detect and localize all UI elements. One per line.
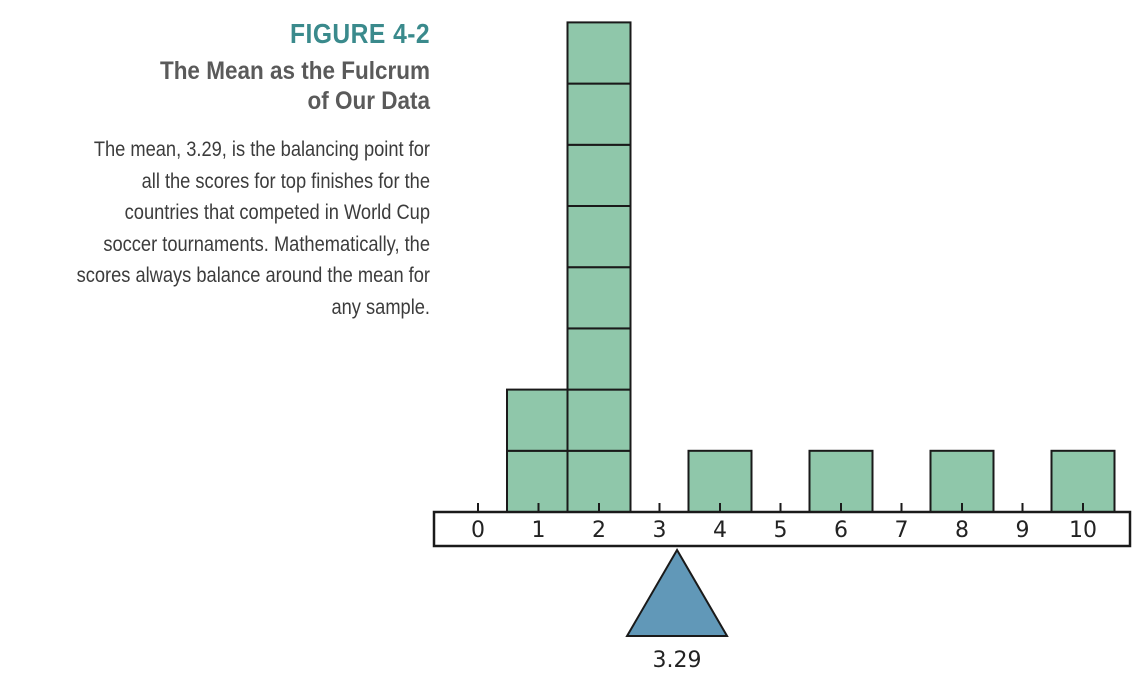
tick-marks [477,503,1084,512]
score-block-2-6 [566,143,632,208]
figure-description: The mean, 3.29, is the balancing point f… [76,138,430,319]
figure-title: The Mean as the Fulcrum of Our Data [159,57,430,115]
mean-label: 3.29 [653,648,702,673]
tick-label-6: 6 [834,518,848,543]
score-block-10-1 [1050,449,1116,513]
tick-label-4: 4 [713,518,727,543]
figure-caption: FIGURE 4-2 The Mean as the Fulcrum of Ou… [0,16,430,323]
tick-label-9: 9 [1016,518,1030,543]
tick-label-7: 7 [895,518,909,543]
figure-label: FIGURE 4-2 [290,18,430,49]
score-block-2-4 [566,266,632,330]
tick-label-1: 1 [532,518,546,543]
fulcrum-triangle [625,548,729,637]
score-block-2-8 [566,21,632,85]
tick-label-2: 2 [592,518,606,543]
tick-label-10: 10 [1069,518,1097,543]
number-line-beam [432,510,1132,548]
score-block-1-1 [506,449,571,513]
score-blocks [506,21,1116,513]
score-block-1-2 [506,388,571,452]
score-block-4-1 [687,449,753,513]
score-block-8-1 [929,449,995,513]
score-block-2-1 [566,449,632,513]
score-block-2-7 [566,82,632,146]
tick-label-5: 5 [774,518,788,543]
score-block-2-5 [566,205,632,269]
score-block-2-3 [566,327,632,391]
tick-label-3: 3 [653,518,667,543]
tick-label-0: 0 [471,518,485,543]
tick-label-8: 8 [955,518,969,543]
score-block-2-2 [566,388,632,452]
tick-labels: 0 1 2 3 4 5 6 7 8 9 10 [471,518,1097,543]
score-block-6-1 [808,449,874,513]
